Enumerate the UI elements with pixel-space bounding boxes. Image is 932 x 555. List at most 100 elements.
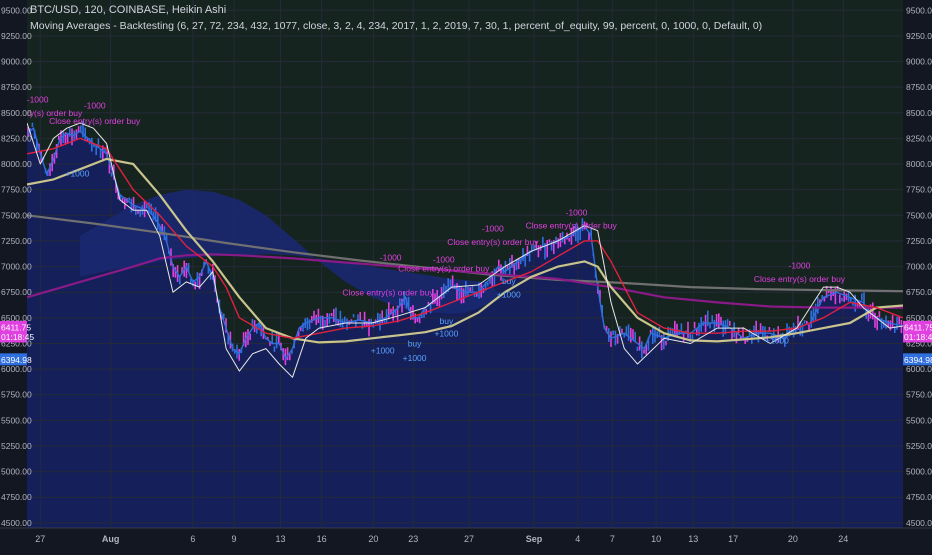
x-tick-7: 23 [408, 534, 418, 544]
upper-region-fill [27, 0, 903, 357]
price-badge-left-1: 01:18:45 [1, 332, 34, 342]
y-tick-right-13: 7750.00 [906, 185, 932, 195]
price-badge-left-2: 6394.98 [1, 355, 32, 365]
price-badge-bg-right-2 [903, 353, 932, 366]
trade-label-15: Close entry(s) order buy [447, 237, 539, 247]
x-axis: 27 Aug 6 9 13 16 20 23 27 Sep 4 7 10 13 17 20 24 [0, 527, 932, 550]
y-axis-right-panel [903, 0, 932, 550]
y-tick-left-2: 5000.00 [1, 467, 32, 477]
trade-label-6: Close entry(s) order buy [342, 287, 434, 297]
study-title[interactable]: Moving Averages - Backtesting (6, 27, 72… [30, 20, 763, 32]
trade-label-1: Entry(s) order buy [14, 108, 83, 118]
trade-label-18: -1000 [566, 207, 588, 217]
y-tick-right-11: 7250.00 [906, 236, 932, 246]
trade-label-17: +1000 [497, 289, 521, 299]
y-tick-left-10: 7000.00 [1, 262, 32, 272]
y-tick-right-1: 4750.00 [906, 492, 932, 502]
lower-region-fill [27, 128, 903, 528]
price-badge-right-1: 01:18:45 [904, 332, 932, 342]
price-badge-right-2: 6394.98 [904, 355, 932, 365]
x-tick-14: 17 [728, 534, 738, 544]
y-tick-left-11: 7250.00 [1, 236, 32, 246]
x-tick-15: 20 [788, 534, 798, 544]
y-axis-left: 4500.00 4750.00 5000.00 5250.00 5500.00 5750.… [0, 0, 32, 550]
x-tick-10: 4 [575, 534, 580, 544]
x-tick-8: 27 [464, 534, 474, 544]
trade-label-22: +1000 [765, 335, 789, 345]
trade-label-8: buy [408, 339, 422, 349]
y-tick-right-2: 5000.00 [906, 467, 932, 477]
y-tick-right-20: 9500.00 [906, 5, 932, 15]
y-axis-left-panel [0, 0, 27, 550]
x-tick-1: Aug [102, 534, 120, 544]
y-tick-right-10: 7000.00 [906, 262, 932, 272]
y-tick-left-6: 6000.00 [1, 364, 32, 374]
y-tick-left-20: 9500.00 [1, 5, 32, 15]
y-tick-left-15: 8250.00 [1, 133, 32, 143]
y-tick-left-5: 5750.00 [1, 390, 32, 400]
price-badge-bg-left-0 [0, 320, 27, 333]
y-tick-right-0: 4500.00 [906, 518, 932, 528]
y-tick-left-18: 9000.00 [1, 57, 32, 67]
y-tick-right-17: 8750.00 [906, 82, 932, 92]
price-badge-bg-right-1 [903, 330, 932, 343]
trade-label-4: +1000 [65, 168, 89, 178]
trade-label-3: Close entry(s) order buy [49, 116, 141, 126]
x-tick-16: 24 [838, 534, 848, 544]
y-tick-right-14: 8000.00 [906, 159, 932, 169]
y-tick-left-8: 6500.00 [1, 313, 32, 323]
line-ma-red [26, 137, 904, 339]
x-tick-5: 16 [317, 534, 327, 544]
y-tick-left-3: 5250.00 [1, 441, 32, 451]
y-tick-right-5: 5750.00 [906, 390, 932, 400]
x-tick-0: 27 [35, 534, 45, 544]
trade-label-20: -1000 [789, 261, 811, 271]
price-badge-right-0: 6411.75 [904, 322, 932, 332]
x-tick-9: Sep [526, 534, 543, 544]
x-tick-6: 20 [368, 534, 378, 544]
background-regions [27, 0, 903, 528]
x-tick-13: 13 [688, 534, 698, 544]
line-ma-mid [26, 122, 904, 378]
y-tick-right-12: 7500.00 [906, 210, 932, 220]
y-tick-right-9: 6750.00 [906, 287, 932, 297]
y-tick-left-12: 7500.00 [1, 210, 32, 220]
line-ma-olive [26, 157, 904, 344]
trade-label-16: buy [502, 276, 516, 286]
trade-label-5: -1000 [380, 252, 402, 262]
x-tick-11: 7 [610, 534, 615, 544]
x-tick-3: 9 [232, 534, 237, 544]
x-tick-12: 10 [651, 534, 661, 544]
y-tick-left-14: 8000.00 [1, 159, 32, 169]
y-tick-right-18: 9000.00 [906, 57, 932, 67]
y-tick-left-16: 8500.00 [1, 108, 32, 118]
y-tick-left-17: 8750.00 [1, 82, 32, 92]
trade-label-12: buy [440, 316, 454, 326]
y-tick-right-4: 5500.00 [906, 415, 932, 425]
trade-label-9: +1000 [403, 353, 427, 363]
trade-label-10: -1000 [433, 254, 455, 264]
y-tick-left-13: 7750.00 [1, 185, 32, 195]
y-tick-right-16: 8500.00 [906, 108, 932, 118]
price-badge-bg-left-1 [0, 330, 27, 343]
trade-label-21: Close entry(s) order buy [754, 274, 846, 284]
y-tick-left-7: 6250.00 [1, 338, 32, 348]
y-tick-left-1: 4750.00 [1, 492, 32, 502]
price-badge-left-0: 6411.75 [1, 322, 31, 332]
candles [26, 120, 904, 366]
trade-label-13: +1000 [434, 328, 458, 338]
y-tick-right-3: 5250.00 [906, 441, 932, 451]
y-tick-left-0: 4500.00 [1, 518, 32, 528]
trade-label-11: Close entry(s) order buy [398, 264, 490, 274]
trade-label-19: Close entry(s) order buy [526, 221, 618, 231]
y-tick-left-4: 5500.00 [1, 415, 32, 425]
symbol-title[interactable]: BTC/USD, 120, COINBASE, Heikin Ashi [30, 4, 227, 16]
y-tick-left-19: 9250.00 [1, 31, 32, 41]
x-tick-2: 6 [190, 534, 195, 544]
price-line [26, 126, 904, 361]
trade-label-14: -1000 [482, 224, 504, 234]
y-tick-right-19: 9250.00 [906, 31, 932, 41]
